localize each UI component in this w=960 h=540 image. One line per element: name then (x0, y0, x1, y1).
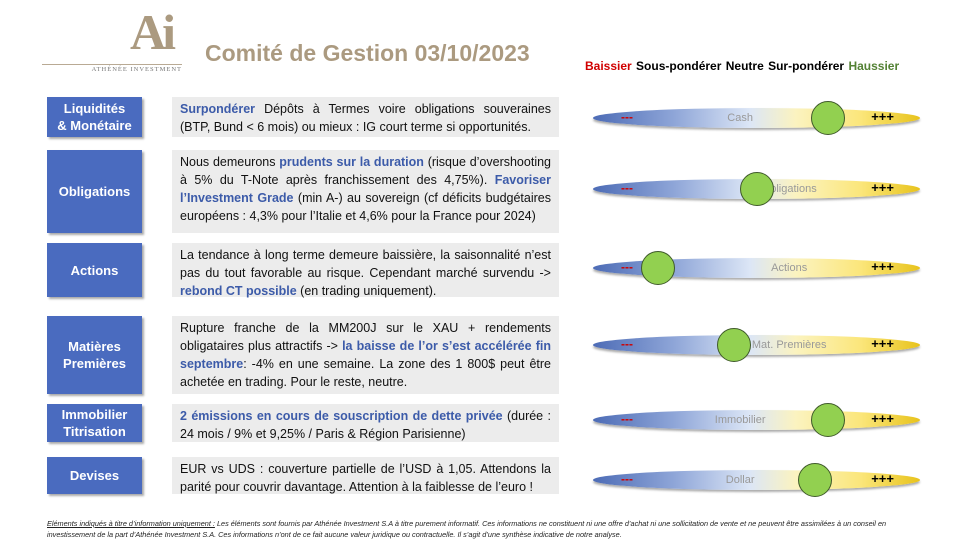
allocation-scale: --- Actions +++ (593, 251, 920, 285)
plus-label: +++ (871, 471, 894, 486)
label-line: Matières (68, 339, 121, 354)
plus-label: +++ (871, 180, 894, 195)
comment-text: rebond CT possible (180, 284, 297, 298)
label-line: Liquidités (63, 101, 126, 116)
label-line: Premières (63, 356, 126, 371)
label-line: & Monétaire (57, 118, 132, 133)
comment-box: La tendance à long terme demeure baissiè… (172, 243, 559, 298)
position-knob (811, 101, 846, 135)
scale-name: Cash (727, 112, 753, 124)
comment-box: 2 émissions en cours de souscription de … (172, 404, 559, 442)
comment-text: Favoriser l’Investment Grade (180, 173, 551, 205)
comment-text: EUR vs UDS : couverture partielle de l’U… (180, 462, 551, 494)
category-label: Obligations (47, 150, 142, 233)
label-line: Obligations (58, 184, 131, 199)
allocation-scale: --- Obligations +++ (593, 172, 920, 206)
legend-sous: Sous-pondérer (636, 59, 722, 73)
allocation-scale: --- Dollar +++ (593, 463, 920, 497)
minus-label: --- (621, 337, 633, 351)
minus-label: --- (621, 472, 633, 486)
page-title: Comité de Gestion 03/10/2023 (205, 40, 530, 66)
scale-name: Immobilier (714, 414, 766, 426)
disclaimer: Eléments indiqués à titre d’information … (47, 518, 927, 540)
category-label: Liquidités & Monétaire (47, 97, 142, 137)
scale-name: Dollar (725, 474, 755, 486)
disclaimer-body: Les éléments sont fournis par Athénée In… (47, 519, 887, 539)
comment-box: Rupture franche de la MM200J sur le XAU … (172, 316, 559, 394)
logo: Ai (130, 4, 176, 60)
scale-name: Obligations (761, 183, 817, 195)
plus-label: +++ (871, 336, 894, 351)
position-knob (811, 403, 846, 437)
comment-text: la baisse de l’or s’est accélérée fin se… (180, 339, 551, 371)
comment-box: Nous demeurons prudents sur la duration … (172, 150, 559, 233)
logo-divider (42, 64, 182, 65)
category-label: Matières Premières (47, 316, 142, 394)
legend-neutre: Neutre (725, 59, 764, 73)
comment-text: (min A-) au sovereign (cf déficits budgé… (180, 191, 551, 223)
comment-text: prudents sur la duration (279, 155, 424, 169)
minus-label: --- (621, 181, 633, 195)
comment-text: Dépôts à Termes voire obligations souver… (180, 102, 551, 134)
minus-label: --- (621, 110, 633, 124)
allocation-scale: --- Cash +++ (593, 101, 920, 135)
comment-box: Surpondérer Dépôts à Termes voire obliga… (172, 97, 559, 137)
comment-text: Surpondérer (180, 102, 256, 116)
label-line: Devises (69, 468, 120, 483)
category-label: Immobilier Titrisation (47, 404, 142, 442)
legend-baissier: Baissier (585, 59, 632, 73)
position-knob (716, 328, 751, 362)
comment-text: : -4% en une semaine. La zone des 1 800$… (180, 357, 551, 389)
plus-label: +++ (871, 259, 894, 274)
legend-haussier: Haussier (848, 59, 900, 73)
logo-name: ATHÉNÉE INVESTMENT (91, 66, 182, 73)
comment-text: Rupture franche de la MM200J sur le XAU … (180, 321, 551, 353)
disclaimer-lead: Eléments indiqués à titre d’information … (47, 519, 215, 528)
label-line: Titrisation (63, 424, 126, 439)
comment-text: (en trading uniquement). (296, 284, 437, 298)
plus-label: +++ (871, 109, 894, 124)
label-line: Immobilier (61, 407, 128, 422)
scale-name: Actions (771, 262, 808, 274)
comment-text: (durée : 24 mois / 9% et 9,25% / Paris &… (180, 409, 551, 441)
label-line: Actions (70, 262, 119, 278)
comment-box: EUR vs UDS : couverture partielle de l’U… (172, 457, 559, 494)
position-knob (798, 463, 833, 497)
allocation-scale: --- Immobilier +++ (593, 403, 920, 437)
position-knob (739, 172, 774, 206)
minus-label: --- (621, 412, 633, 426)
comment-text: (risque d’overshooting à 5% du T-Note ap… (180, 155, 551, 187)
category-label: Actions (47, 243, 142, 297)
category-label: Devises (47, 457, 142, 494)
comment-text: La tendance à long terme demeure baissiè… (180, 248, 551, 280)
scale-name: Mat. Premières (751, 339, 827, 351)
plus-label: +++ (871, 411, 894, 426)
legend-sur: Sur-pondérer (768, 59, 845, 73)
comment-text: Nous demeurons (180, 155, 280, 169)
position-knob (641, 251, 676, 285)
minus-label: --- (621, 260, 633, 274)
comment-text: 2 émissions en cours de souscription de … (180, 409, 503, 423)
allocation-scale: --- Mat. Premières +++ (593, 328, 920, 362)
scale-legend: Baissier Sous-pondérer Neutre Sur-pondér… (585, 59, 899, 73)
